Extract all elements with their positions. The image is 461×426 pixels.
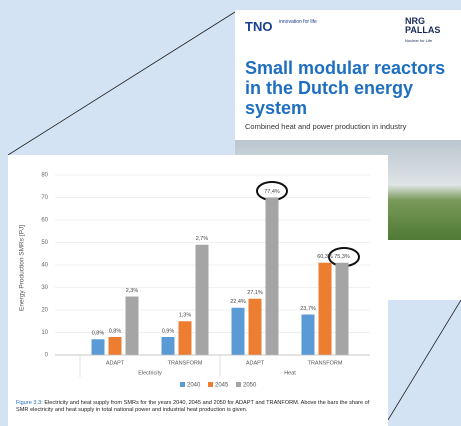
- share-label: 2,7%: [196, 236, 209, 242]
- logo-left: TNO: [245, 19, 273, 34]
- x-tick-label: TRANSFORM: [168, 360, 203, 366]
- caption: Figure 3.3: Electricity and heat supply …: [16, 400, 381, 413]
- share-label: 27,1%: [247, 290, 263, 296]
- bar: [195, 244, 209, 355]
- share-label: 60,3%: [317, 254, 333, 260]
- logo-tagline: innovation for life: [279, 19, 317, 25]
- share-label: 77,4%: [264, 189, 280, 195]
- share-label: 0,8%: [109, 328, 122, 334]
- bar: [125, 296, 139, 355]
- logo-right: NRG PALLAS: [405, 16, 441, 35]
- share-label: 23,7%: [300, 306, 316, 312]
- y-tick-label: 60: [41, 218, 48, 224]
- legend-swatch: [236, 382, 241, 387]
- bar: [335, 262, 349, 355]
- x-tick-label: TRANSFORM: [308, 360, 343, 366]
- y-tick-label: 20: [41, 308, 48, 314]
- share-label: 2,3%: [126, 288, 139, 294]
- bar: [178, 321, 192, 355]
- share-label: 75,3%: [334, 254, 350, 260]
- cover-subtitle: Combined heat and power production in in…: [245, 122, 407, 131]
- cover-title: Small modular reactors in the Dutch ener…: [245, 58, 446, 118]
- y-tick-label: 70: [41, 195, 48, 201]
- y-tick-label: 80: [41, 173, 48, 179]
- x-tick-label: ADAPT: [246, 360, 265, 366]
- bar: [248, 298, 262, 355]
- group-label: Electricity: [138, 370, 162, 376]
- share-label: 0,9%: [162, 328, 175, 334]
- y-axis-title: Energy Production SMRs [PJ]: [19, 225, 26, 311]
- bar: [231, 307, 245, 355]
- y-tick-label: 50: [41, 240, 48, 246]
- legend-label: 2045: [215, 383, 229, 389]
- y-tick-label: 10: [41, 330, 48, 336]
- legend-label: 2050: [243, 383, 257, 389]
- y-tick-label: 40: [41, 263, 48, 269]
- bar: [265, 197, 279, 355]
- caption-text: Electricity and heat supply from SMRs fo…: [16, 400, 370, 413]
- share-label: 22,4%: [230, 299, 246, 305]
- share-label: 1,3%: [179, 313, 192, 319]
- x-tick-label: ADAPT: [106, 360, 125, 366]
- y-tick-label: 30: [41, 285, 48, 291]
- y-tick-label: 0: [45, 353, 49, 359]
- bar: [108, 337, 122, 355]
- bar: [318, 262, 332, 355]
- group-label: Heat: [284, 370, 296, 376]
- legend-swatch: [208, 382, 213, 387]
- caption-label: Figure 3.3:: [16, 400, 43, 406]
- bar: [161, 337, 175, 355]
- bar: [91, 339, 105, 355]
- legend-label: 2040: [187, 383, 201, 389]
- share-label: 0,8%: [92, 331, 105, 337]
- bar: [301, 314, 315, 355]
- legend-swatch: [180, 382, 185, 387]
- logo-tagline: Nuclear for Life: [405, 38, 433, 43]
